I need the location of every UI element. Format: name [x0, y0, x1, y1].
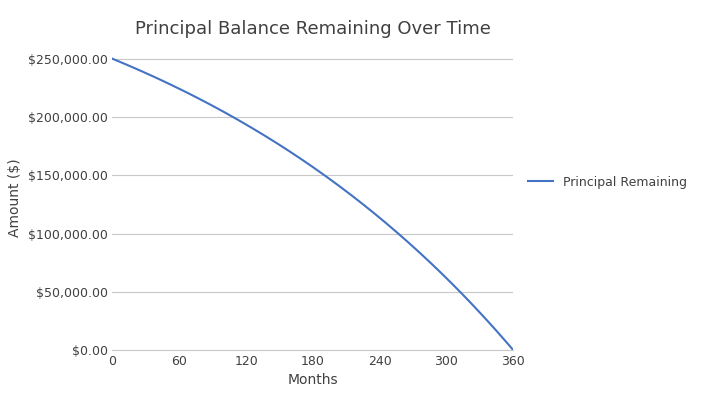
Line: Principal Remaining: Principal Remaining [112, 59, 513, 350]
Principal Remaining [108, 56, 117, 61]
Principal Remaining [359, 202, 367, 207]
Principal Remaining [460, 293, 468, 298]
Principal Remaining [509, 348, 517, 352]
Principal Remaining [350, 195, 359, 200]
Title: Principal Balance Remaining Over Time: Principal Balance Remaining Over Time [135, 20, 491, 38]
Principal Remaining [183, 90, 191, 95]
Legend: Principal Remaining: Principal Remaining [524, 171, 692, 194]
Y-axis label: Amount ($): Amount ($) [8, 158, 22, 237]
Principal Remaining [120, 61, 128, 66]
X-axis label: Months: Months [288, 374, 338, 387]
Principal Remaining [337, 185, 345, 190]
